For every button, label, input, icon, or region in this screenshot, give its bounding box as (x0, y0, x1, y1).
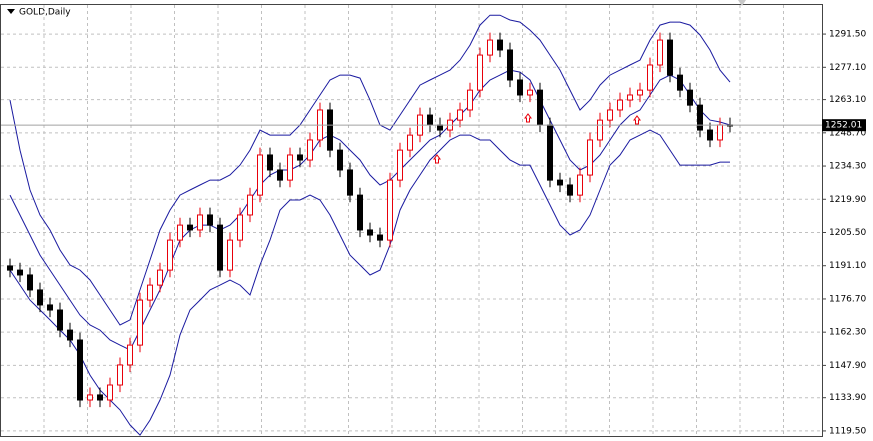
candle-body (337, 149, 343, 171)
candle-body (597, 119, 603, 141)
candle-body (427, 114, 433, 126)
candle-body (7, 265, 13, 271)
candle-body (77, 339, 83, 401)
candle-body (717, 124, 723, 141)
signal-arrow (524, 113, 532, 123)
candle-body (557, 179, 563, 186)
candle-body (487, 39, 493, 56)
candle-body (467, 89, 473, 111)
candle-body (207, 214, 213, 226)
signal-arrow (433, 154, 441, 164)
candle-body (157, 269, 163, 286)
current-price-box (822, 119, 866, 132)
candle-body (397, 149, 403, 181)
candle-body (17, 269, 23, 276)
candle-body (227, 239, 233, 271)
candle-body (687, 89, 693, 106)
chart-title: GOLD,Daily (19, 8, 71, 18)
candle-body (627, 94, 633, 101)
candle-body (357, 194, 363, 231)
y-tick-label: 1176.70 (829, 294, 866, 304)
candle-body (177, 224, 183, 241)
y-tick-label: 1162.30 (829, 328, 866, 338)
candle-body (197, 214, 203, 231)
y-tick-label: 1263.10 (829, 95, 866, 105)
candle-body (307, 139, 313, 161)
candle-body (57, 309, 63, 331)
candle-body (47, 304, 53, 311)
candle-body (297, 154, 303, 161)
candle-body (267, 154, 273, 171)
candle-body (87, 394, 93, 401)
bollinger-band (9, 14, 731, 326)
y-tick-label: 1291.50 (829, 30, 866, 40)
candle-body (567, 184, 573, 196)
y-tick-label: 1248.70 (829, 128, 866, 138)
y-tick-label: 1147.90 (829, 361, 866, 371)
candle-body (37, 289, 43, 306)
candle-body (347, 169, 353, 196)
candle-body (407, 134, 413, 151)
bollinger-band (9, 129, 730, 436)
candle-body (517, 79, 523, 96)
current-price-label: 1252.01 (825, 121, 862, 131)
candle-body (127, 344, 133, 366)
signal-arrow (633, 115, 641, 125)
candle-body (707, 129, 713, 141)
candle-body (277, 169, 283, 181)
candle-body (437, 124, 443, 131)
candle-body (607, 109, 613, 121)
candle-body (507, 49, 513, 81)
candle-body (537, 89, 543, 126)
y-tick-label: 1234.30 (829, 162, 866, 172)
y-tick-label: 1205.50 (829, 228, 866, 238)
y-tick-label: 1191.10 (829, 261, 866, 271)
signal-arrows (433, 113, 641, 164)
candle-body (677, 74, 683, 91)
candle-body (257, 154, 263, 196)
candle-body (97, 394, 103, 401)
candle-body (587, 139, 593, 176)
candle-body (217, 224, 223, 271)
candle-body (287, 154, 293, 181)
candle-body (117, 364, 123, 386)
y-tick-label: 1277.10 (829, 63, 866, 73)
candle-body (107, 384, 113, 401)
candle-body (527, 89, 533, 96)
candle-body (657, 39, 663, 66)
candle-body (367, 229, 373, 236)
candle-body (27, 274, 33, 291)
candle-body (637, 89, 643, 96)
candle-body (167, 239, 173, 271)
candle-body (477, 54, 483, 91)
candle-body (697, 104, 703, 131)
candle-body (137, 299, 143, 346)
candle-body (327, 109, 333, 151)
candle-body (147, 284, 153, 301)
candle-body (237, 214, 243, 241)
candle-body (617, 99, 623, 111)
candle-body (457, 109, 463, 121)
candle-body (577, 174, 583, 196)
y-tick-label: 1133.90 (829, 393, 866, 403)
candle-body (497, 39, 503, 51)
candle-body (247, 194, 253, 216)
candle-body (377, 234, 383, 241)
candle-body (387, 179, 393, 241)
y-tick-label: 1119.50 (829, 426, 866, 436)
y-tick-label: 1219.90 (829, 195, 866, 205)
candle-body (187, 224, 193, 231)
title-triangle (7, 9, 15, 14)
candle-body (547, 124, 553, 181)
candle-body (647, 64, 653, 91)
corner-marker (738, 0, 746, 6)
candle-body (67, 329, 73, 341)
candle-body (667, 39, 673, 76)
